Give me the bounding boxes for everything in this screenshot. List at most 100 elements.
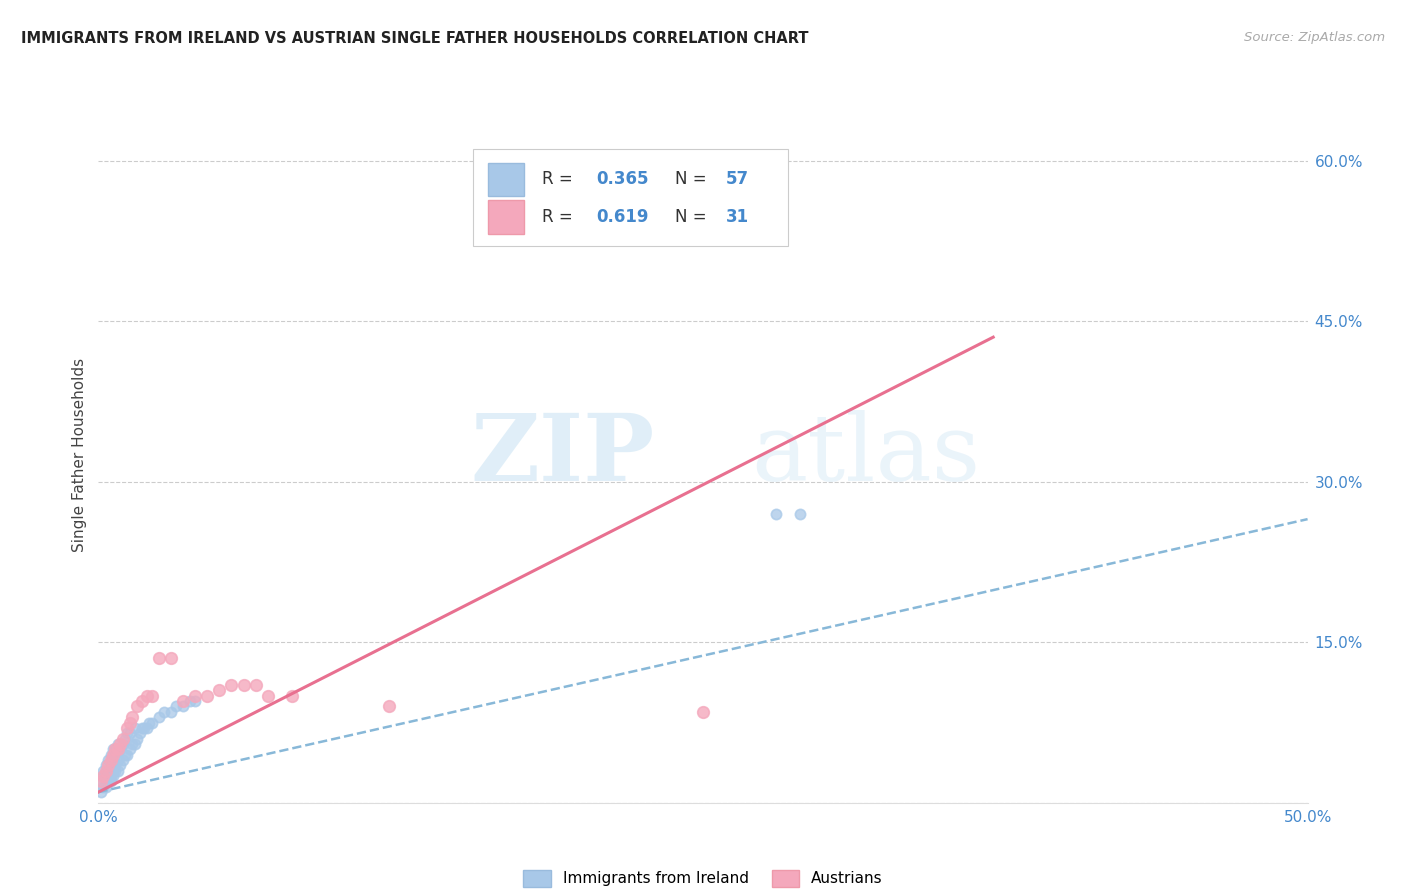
Point	[94, 780, 117, 794]
Point	[91, 780, 114, 794]
Point	[90, 785, 112, 799]
Point	[165, 699, 187, 714]
Point	[131, 694, 153, 708]
Point	[100, 764, 122, 778]
Point	[245, 678, 267, 692]
Point	[221, 678, 243, 692]
Point	[138, 715, 160, 730]
Point	[108, 742, 131, 756]
Point	[100, 747, 122, 762]
Text: N =: N =	[675, 170, 711, 188]
Point	[97, 769, 120, 783]
Point	[148, 710, 170, 724]
Point	[534, 202, 557, 216]
Point	[94, 764, 117, 778]
Point	[104, 742, 127, 756]
Point	[692, 705, 714, 719]
Point	[134, 721, 156, 735]
Point	[232, 678, 254, 692]
Point	[141, 689, 163, 703]
Point	[107, 764, 129, 778]
Point	[160, 705, 183, 719]
Point	[117, 747, 139, 762]
Point	[111, 753, 134, 767]
Point	[141, 715, 163, 730]
Point	[101, 742, 124, 756]
Point	[101, 769, 124, 783]
Text: R =: R =	[543, 170, 578, 188]
Text: IMMIGRANTS FROM IRELAND VS AUSTRIAN SINGLE FATHER HOUSEHOLDS CORRELATION CHART: IMMIGRANTS FROM IRELAND VS AUSTRIAN SING…	[21, 31, 808, 46]
Point	[91, 769, 114, 783]
Point	[104, 742, 127, 756]
Point	[97, 774, 120, 789]
Point	[108, 737, 131, 751]
Point	[94, 774, 117, 789]
FancyBboxPatch shape	[474, 149, 787, 246]
Text: 0.365: 0.365	[596, 170, 650, 188]
Point	[90, 774, 112, 789]
Point	[118, 715, 141, 730]
Point	[135, 689, 157, 703]
Point	[172, 694, 194, 708]
Point	[135, 721, 157, 735]
Point	[256, 689, 278, 703]
Point	[172, 699, 194, 714]
Text: ZIP: ZIP	[471, 410, 655, 500]
Point	[97, 758, 120, 772]
FancyBboxPatch shape	[488, 201, 524, 234]
Point	[114, 747, 136, 762]
Point	[100, 774, 122, 789]
Point	[90, 774, 112, 789]
Point	[117, 721, 139, 735]
Point	[117, 726, 139, 740]
Point	[128, 726, 150, 740]
Point	[94, 758, 117, 772]
Point	[97, 764, 120, 778]
Point	[281, 689, 304, 703]
FancyBboxPatch shape	[488, 162, 524, 196]
Point	[184, 694, 207, 708]
Y-axis label: Single Father Households: Single Father Households	[72, 358, 87, 552]
Point	[121, 710, 143, 724]
Text: atlas: atlas	[751, 410, 980, 500]
Point	[100, 753, 122, 767]
Point	[107, 737, 129, 751]
Point	[124, 721, 146, 735]
Point	[111, 737, 134, 751]
Point	[101, 753, 124, 767]
Point	[152, 705, 174, 719]
Point	[377, 699, 399, 714]
Point	[104, 758, 127, 772]
Point	[148, 651, 170, 665]
Point	[107, 753, 129, 767]
Text: N =: N =	[675, 208, 711, 226]
Text: 57: 57	[725, 170, 749, 188]
Point	[160, 651, 183, 665]
Point	[124, 737, 146, 751]
Point	[789, 507, 811, 521]
Legend: Immigrants from Ireland, Austrians: Immigrants from Ireland, Austrians	[523, 870, 883, 888]
Point	[104, 764, 127, 778]
Point	[121, 737, 143, 751]
Point	[127, 731, 149, 746]
Point	[101, 764, 124, 778]
Point	[94, 764, 117, 778]
Point	[127, 699, 149, 714]
Text: 31: 31	[725, 208, 749, 226]
Point	[91, 764, 114, 778]
Point	[97, 753, 120, 767]
Point	[100, 769, 122, 783]
Point	[107, 742, 129, 756]
Point	[108, 758, 131, 772]
Text: Source: ZipAtlas.com: Source: ZipAtlas.com	[1244, 31, 1385, 45]
Point	[179, 694, 201, 708]
Point	[208, 683, 231, 698]
Point	[101, 747, 124, 762]
Point	[118, 726, 141, 740]
Point	[195, 689, 218, 703]
Point	[91, 769, 114, 783]
Point	[114, 731, 136, 746]
Point	[184, 689, 207, 703]
Point	[131, 721, 153, 735]
Point	[765, 507, 787, 521]
